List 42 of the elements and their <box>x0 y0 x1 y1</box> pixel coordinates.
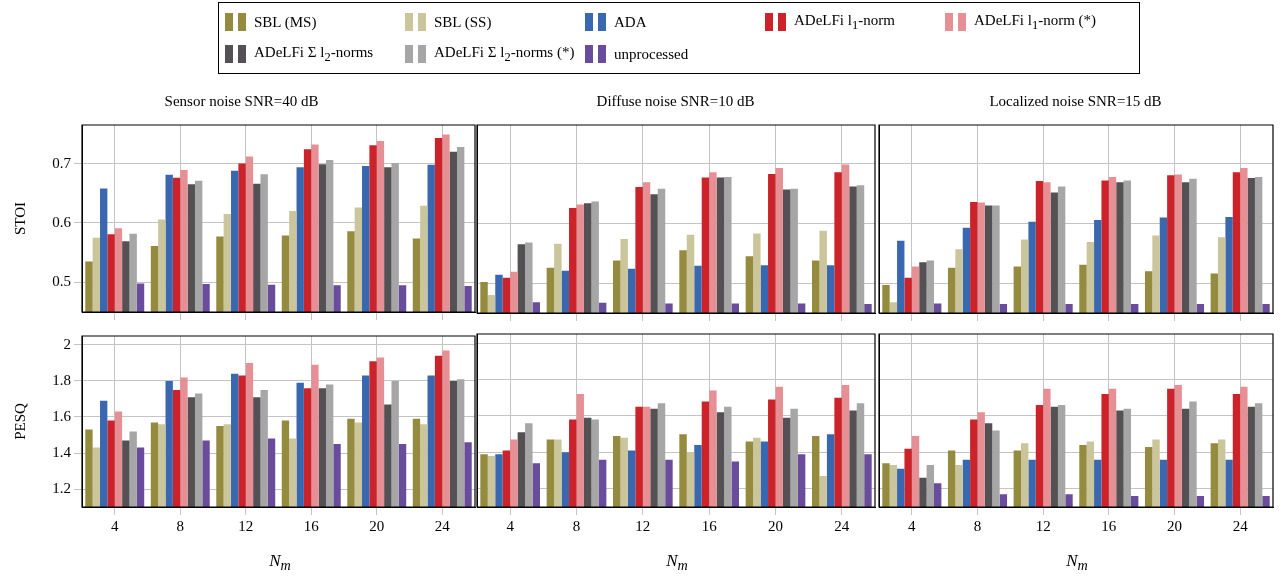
x-tick-label: 4 <box>111 517 119 534</box>
chart-title: Diffuse noise SNR=10 dB <box>596 92 755 109</box>
x-tick-label: 16 <box>303 517 320 534</box>
x-tick-label: 8 <box>973 517 982 534</box>
x-tick-label: 16 <box>1101 517 1117 534</box>
legend-label: SBL (SS) <box>434 13 492 31</box>
y-tick-label: 2 <box>63 335 71 352</box>
legend-label: unprocessed <box>614 45 689 63</box>
legend-label: ADeLFi Σ l$_{2}$-norms <box>254 43 374 65</box>
y-tick-label: 1.8 <box>52 371 71 388</box>
y-tick-label: 1.6 <box>52 407 72 424</box>
legend-label: ADeLFi Σ l$_{2}$-norms (*) <box>434 43 575 65</box>
x-tick-label: 8 <box>176 517 184 534</box>
x-tick-label: 8 <box>572 517 581 534</box>
x-tick-label: 4 <box>908 517 917 534</box>
y-axis-title: STOI <box>11 201 28 236</box>
y-tick-label: 0.5 <box>52 273 71 290</box>
y-tick-label: 0.6 <box>52 213 72 230</box>
chart-title: Sensor noise SNR=40 dB <box>164 92 319 109</box>
x-axis-title: N$_{m}$ <box>665 551 689 575</box>
chart-title: Localized noise SNR=15 dB <box>989 92 1162 109</box>
x-axis-title: N$_{m}$ <box>268 551 292 575</box>
y-axis-title: PESQ <box>11 403 28 440</box>
x-axis-title: N$_{m}$ <box>1065 551 1089 575</box>
x-tick-label: 24 <box>1232 517 1249 534</box>
legend-label: SBL (MS) <box>254 13 317 31</box>
x-tick-label: 24 <box>834 517 850 534</box>
y-tick-label: 1.2 <box>52 479 71 496</box>
x-tick-label: 20 <box>768 517 783 534</box>
x-tick-label: 12 <box>635 517 651 534</box>
x-tick-label: 20 <box>1167 517 1182 534</box>
x-tick-label: 12 <box>1035 517 1051 534</box>
y-tick-label: 1.4 <box>52 443 72 460</box>
x-tick-label: 4 <box>506 517 515 534</box>
legend-label: ADeLFi l$_{1}$-norm <box>794 11 895 33</box>
legend-label: ADeLFi l$_{1}$-norm (*) <box>974 11 1097 33</box>
x-tick-label: 16 <box>701 517 718 534</box>
x-tick-label: 24 <box>434 517 451 534</box>
legend-label: ADA <box>614 13 647 31</box>
x-tick-label: 20 <box>369 517 385 534</box>
x-tick-label: 12 <box>238 517 254 534</box>
y-tick-label: 0.7 <box>52 154 72 171</box>
